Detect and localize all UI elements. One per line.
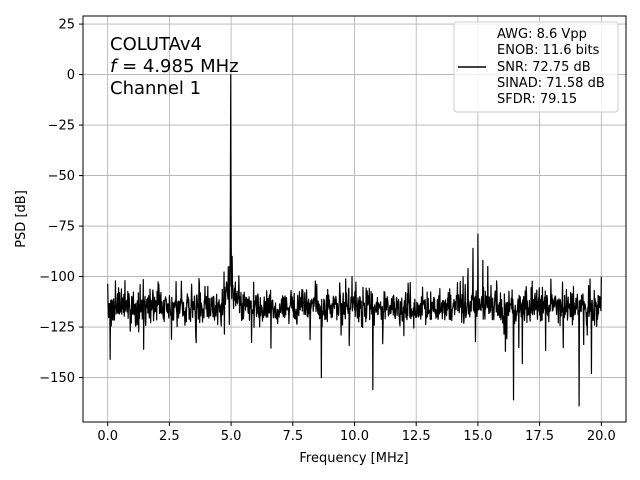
x-tick-label: 2.5 [159,429,180,444]
annotation-channel: Channel 1 [110,78,201,99]
x-tick-label: 0.0 [97,429,118,444]
annotation-device: COLUTAv4 [110,34,202,55]
legend-snr: SNR: 72.75 dB [497,60,591,75]
y-tick-label: −75 [48,220,75,235]
x-tick-label: 7.5 [282,429,303,444]
legend-sinad: SINAD: 71.58 dB [497,76,605,91]
legend-awg: AWG: 8.6 Vpp [497,27,587,42]
x-tick-label: 15.0 [463,429,492,444]
plot-annotation: COLUTAv4 f = 4.985 MHz Channel 1 [110,34,239,99]
annotation-frequency: f = 4.985 MHz [110,56,239,77]
y-axis-label: PSD [dB] [14,190,29,248]
psd-series [107,73,602,407]
y-tick-label: 25 [58,18,75,33]
x-tick-label: 20.0 [587,429,616,444]
x-tick-label: 12.5 [402,429,431,444]
x-tick-label: 10.0 [340,429,369,444]
y-tick-label: −125 [39,321,75,336]
x-axis-ticks: 0.0 2.5 5.0 7.5 10.0 12.5 15.0 17.5 20.0 [97,422,616,444]
legend: AWG: 8.6 Vpp ENOB: 11.6 bits SNR: 72.75 … [453,21,619,113]
y-tick-label: −150 [39,371,75,386]
psd-trace [107,73,602,407]
y-tick-label: −100 [39,270,75,285]
y-axis-ticks: 25 0 −25 −50 −75 −100 −125 −150 [39,18,83,386]
x-tick-label: 17.5 [525,429,554,444]
y-tick-label: −50 [48,169,75,184]
y-tick-label: 0 [67,68,75,83]
legend-enob: ENOB: 11.6 bits [497,43,600,58]
legend-box [453,21,619,113]
y-tick-label: −25 [48,119,75,134]
x-axis-label: Frequency [MHz] [299,451,408,466]
x-tick-label: 5.0 [221,429,242,444]
legend-sfdr: SFDR: 79.15 [497,92,577,107]
